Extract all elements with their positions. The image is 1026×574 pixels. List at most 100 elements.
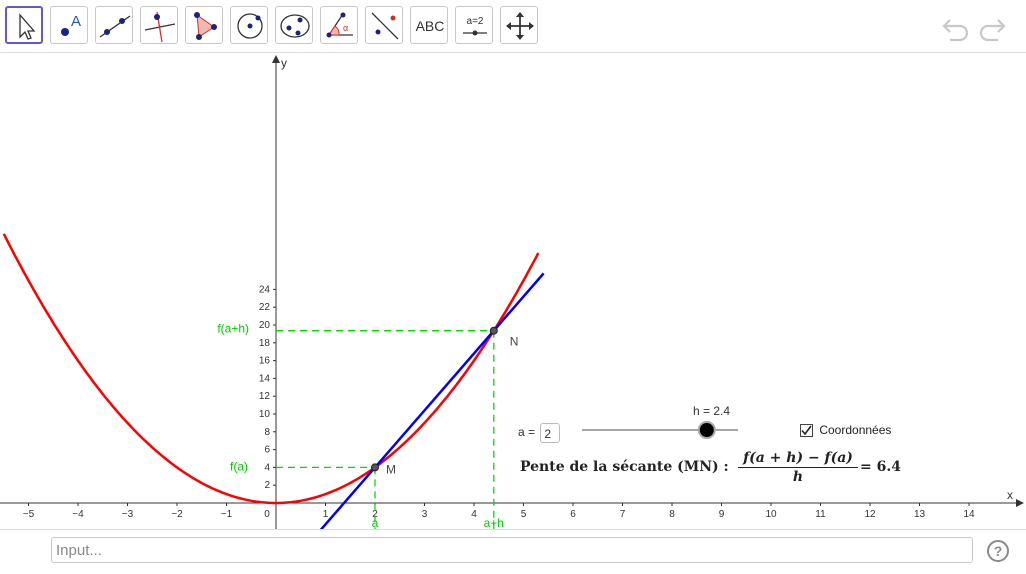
label-x-ah: a+h [484, 516, 504, 529]
help-icon: ? [993, 543, 1003, 559]
perpendicular-line-icon [144, 11, 176, 43]
slider-tool[interactable]: a=2 [455, 6, 493, 44]
text-icon: ABC [416, 18, 445, 34]
algebra-input[interactable] [51, 537, 973, 563]
formula-lead: Pente de la sécante (MN) : [520, 459, 729, 475]
redo-icon [979, 19, 1006, 42]
angle-tool[interactable]: α [320, 6, 358, 44]
slider-knob[interactable] [697, 421, 716, 439]
polygon-icon [194, 12, 217, 40]
a-input-label: a = [518, 425, 536, 440]
circle-center-point-icon [237, 13, 263, 39]
toolbar: A [0, 0, 1026, 53]
perpendicular-tool[interactable] [140, 6, 178, 44]
x-tick-label: 9 [719, 509, 725, 520]
x-tick-label: 4 [471, 509, 477, 520]
y-tick-label: 4 [264, 462, 270, 473]
y-tick-label: 20 [259, 320, 271, 331]
x-tick-label: −1 [221, 509, 233, 520]
x-tick-label: 6 [570, 509, 576, 520]
y-axis-label: y [281, 56, 287, 70]
plot-canvas[interactable]: xy −5 −4 −3 −2 −1 0 1 2 3 4 5 6 7 8 9 10 11 12 13 142468101… [0, 53, 1026, 529]
y-tick-label: 6 [264, 445, 270, 456]
redo-button[interactable] [976, 12, 1008, 42]
conic-tool[interactable] [275, 6, 313, 44]
check-icon [801, 425, 812, 436]
x-axis-arrow [1016, 499, 1024, 507]
svg-text:a=2: a=2 [467, 16, 484, 27]
cursor-arrow-icon [19, 13, 36, 40]
ellipse-icon [280, 14, 310, 38]
coordinates-checkbox-wrap[interactable]: Coordonnées [800, 423, 892, 438]
x-tick-label: 10 [765, 509, 777, 520]
y-axis-arrow [272, 55, 280, 63]
x-tick-label: −4 [72, 509, 84, 520]
input-bar-area: ? [0, 529, 1026, 574]
line-tool[interactable] [95, 6, 133, 44]
y-tick-label: 16 [259, 356, 271, 367]
move-tool[interactable] [5, 6, 43, 44]
label-point-n: N [510, 335, 519, 349]
x-tick-label: 13 [914, 509, 926, 520]
guide-lines [276, 330, 495, 529]
svg-text:A: A [71, 13, 81, 30]
x-tick-label: 3 [422, 509, 428, 520]
formula-denominator: h [792, 469, 804, 485]
slider-label: h = 2.4 [693, 404, 731, 418]
x-tick-label: −3 [122, 509, 134, 520]
x-tick-label: 14 [963, 509, 975, 520]
undo-button[interactable] [940, 12, 972, 42]
x-tick-label: 8 [669, 509, 675, 520]
move-graphics-tool[interactable] [500, 6, 538, 44]
secant-line[interactable] [319, 272, 545, 529]
point-n[interactable] [489, 326, 498, 335]
y-tick-label: 24 [259, 284, 271, 295]
point-tool[interactable]: A [50, 6, 88, 44]
slider-icon: a=2 [463, 16, 487, 36]
axes: xy [0, 55, 1024, 529]
y-tick-label: 8 [264, 427, 270, 438]
reflect-tool[interactable] [365, 6, 403, 44]
y-tick-label: 10 [259, 409, 271, 420]
coordinates-checkbox[interactable] [800, 424, 813, 438]
x-tick-label: −2 [171, 509, 183, 520]
help-button[interactable]: ? [987, 540, 1009, 562]
point-icon: A [61, 13, 81, 36]
text-tool[interactable]: ABC [410, 6, 448, 44]
x-tick-label: 5 [521, 509, 527, 520]
label-fah: f(a+h) [217, 322, 249, 336]
coordinates-checkbox-label: Coordonnées [819, 423, 892, 437]
move-arrows-icon [506, 12, 534, 40]
x-tick-label: −5 [23, 509, 35, 520]
x-axis-label: x [1007, 488, 1013, 502]
x-tick-label: 2 [372, 509, 378, 520]
x-tick-label: 7 [620, 509, 626, 520]
point-m[interactable] [371, 463, 379, 472]
x-tick-label: 11 [815, 509, 826, 520]
formula-fraction: f(a + h) − f(a) h [738, 450, 858, 485]
h-slider[interactable] [580, 419, 740, 441]
x-tick-label: 12 [864, 509, 876, 520]
y-tick-label: 14 [259, 373, 271, 384]
label-fa: f(a) [230, 459, 248, 473]
axis-ticks: −5 −4 −3 −2 −1 0 1 2 3 4 5 6 7 8 9 10 11 12 13 142468101214… [23, 284, 975, 520]
a-input-field[interactable]: 2 [540, 423, 561, 443]
undo-icon [942, 19, 969, 42]
angle-icon: α [326, 12, 353, 38]
formula-result: = 6.4 [860, 459, 901, 475]
x-tick-label: 0 [264, 509, 270, 520]
formula-numerator: f(a + h) − f(a) [738, 450, 858, 468]
parabola-curve[interactable] [2, 233, 540, 505]
y-tick-label: 2 [264, 480, 270, 491]
line-through-points-icon [99, 15, 131, 38]
y-tick-label: 18 [259, 338, 271, 349]
circle-tool[interactable] [230, 6, 268, 44]
reflect-line-icon [371, 12, 399, 40]
svg-text:ABC: ABC [416, 18, 445, 34]
x-tick-label: 1 [323, 509, 329, 520]
y-tick-label: 22 [259, 302, 271, 313]
polygon-tool[interactable] [185, 6, 223, 44]
graph-labels: f(a) f(a+h) a a+h M N [217, 322, 518, 529]
points [371, 326, 498, 472]
